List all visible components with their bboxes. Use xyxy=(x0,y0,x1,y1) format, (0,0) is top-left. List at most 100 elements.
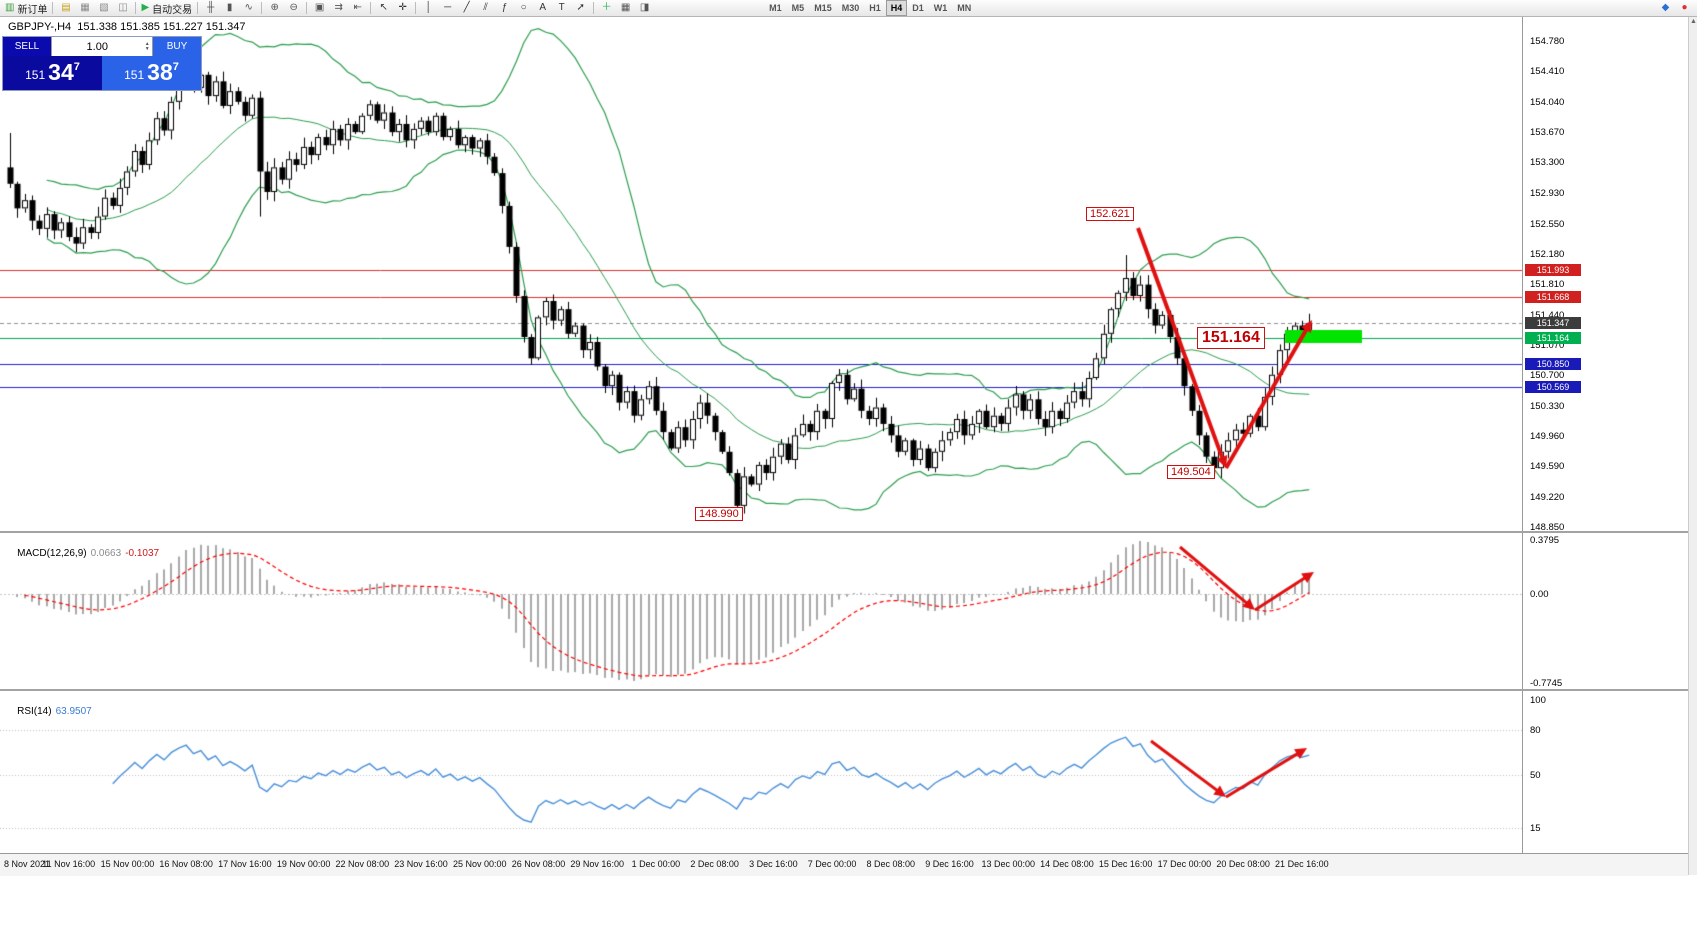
panel-separator[interactable] xyxy=(0,531,1688,533)
channel-button[interactable]: ⫽ xyxy=(476,1,495,16)
main-chart-canvas[interactable] xyxy=(0,17,1522,531)
periods-button[interactable]: ▦ xyxy=(616,1,635,16)
time-axis-label: 11 Nov 16:00 xyxy=(42,859,96,869)
navigator-button[interactable]: ◫ xyxy=(113,1,132,16)
tf-button-m5[interactable]: M5 xyxy=(791,3,805,13)
profiles-button[interactable]: ▦ xyxy=(75,1,94,16)
auto-scroll-button[interactable]: ⇉ xyxy=(329,1,348,16)
price-axis-label: 154.040 xyxy=(1530,96,1565,108)
tf-button-w1[interactable]: W1 xyxy=(933,3,948,13)
rsi-panel-canvas[interactable] xyxy=(0,691,1522,853)
charts-button[interactable]: ▤ xyxy=(56,1,75,16)
time-axis-label: 15 Nov 00:00 xyxy=(100,859,155,869)
sell-price-prefix: 151 xyxy=(25,68,46,82)
spin-down-icon[interactable]: ▼ xyxy=(144,45,150,52)
price-axis-label: 151.810 xyxy=(1530,279,1565,291)
sell-button[interactable]: SELL xyxy=(3,37,51,56)
time-axis[interactable]: 8 Nov 2021 11 Nov 16:00 15 Nov 00:00 16 Nov… xyxy=(0,853,1688,876)
tf-button-m15[interactable]: M15 xyxy=(814,3,832,13)
autotrade-button[interactable]: ▶ 自动交易 xyxy=(139,1,194,16)
label-button[interactable]: T xyxy=(552,1,571,16)
crosshair-button[interactable]: ✛ xyxy=(393,1,412,16)
buy-price-display[interactable]: 151 38 7 xyxy=(102,56,201,90)
vertical-line-button[interactable]: │ xyxy=(419,1,438,16)
price-axis-label: 154.410 xyxy=(1530,66,1565,78)
time-axis-label: 17 Nov 16:00 xyxy=(218,859,272,869)
market-watch-button[interactable]: ▧ xyxy=(94,1,113,16)
time-axis-label: 16 Nov 08:00 xyxy=(159,859,213,869)
vertical-line-icon: │ xyxy=(425,2,432,13)
volume-input[interactable] xyxy=(52,39,143,54)
tf-button-mn[interactable]: MN xyxy=(957,3,972,13)
price-axis[interactable]: 154.780 154.410 154.040 153.670 153.300 152.9… xyxy=(1522,17,1689,853)
tf-button-h1[interactable]: H1 xyxy=(869,3,881,13)
toolbar-separator xyxy=(370,2,372,14)
time-axis-label: 23 Nov 16:00 xyxy=(394,859,448,869)
trendline-button[interactable]: ╱ xyxy=(457,1,476,16)
fibonacci-button[interactable]: ƒ xyxy=(495,1,514,16)
charts-icon: ▤ xyxy=(61,2,71,13)
horizontal-line-button[interactable]: ─ xyxy=(438,1,457,16)
tile-windows-button[interactable]: ▣ xyxy=(310,1,329,16)
macd-title: MACD(12,26,9) xyxy=(17,548,87,559)
macd-main-value: 0.0663 xyxy=(90,548,122,559)
tf-button-m30[interactable]: M30 xyxy=(841,3,860,13)
price-annotation-label: 152.621 xyxy=(1086,207,1134,221)
time-axis-label: 14 Dec 08:00 xyxy=(1040,859,1094,869)
price-level-tag: 150.850 xyxy=(1525,358,1581,371)
templates-button[interactable]: ◨ xyxy=(635,1,654,16)
price-annotation-label: 151.164 xyxy=(1197,327,1265,349)
zoom-in-button[interactable]: ⊕ xyxy=(265,1,284,16)
autotrade-button-label: 自动交易 xyxy=(152,4,193,16)
cursor-icon: ↖ xyxy=(379,2,388,13)
arrow-tool-icon: ➚ xyxy=(576,2,585,13)
metaquotes-button[interactable]: ◆ xyxy=(1656,1,1675,16)
periods-icon: ▦ xyxy=(620,2,631,13)
time-axis-label: 20 Dec 08:00 xyxy=(1216,859,1270,869)
market-watch-icon: ▧ xyxy=(99,2,109,13)
horizontal-line-icon: ─ xyxy=(444,2,452,13)
scroll-up-icon[interactable]: ▲ xyxy=(1690,18,1697,25)
volume-spinner[interactable]: ▲ ▼ xyxy=(142,41,152,52)
sell-price-display[interactable]: 151 34 7 xyxy=(3,56,102,90)
cursor-button[interactable]: ↖ xyxy=(374,1,393,16)
time-axis-label: 3 Dec 16:00 xyxy=(749,859,798,869)
bar-chart-icon: ╫ xyxy=(207,2,215,13)
new-order-button[interactable]: ▥ 新订单 xyxy=(3,1,49,16)
news-alert-icon[interactable]: ● xyxy=(1675,1,1694,16)
macd-panel-canvas[interactable] xyxy=(0,533,1522,689)
macd-signal-value: -0.1037 xyxy=(125,548,160,559)
rsi-value: 63.9507 xyxy=(55,706,92,717)
rsi-axis-label: 50 xyxy=(1530,770,1541,781)
zoom-in-icon: ⊕ xyxy=(270,2,279,13)
fibonacci-icon: ƒ xyxy=(501,2,508,13)
shapes-button[interactable]: ○ xyxy=(514,1,533,16)
time-axis-label: 1 Dec 00:00 xyxy=(631,859,681,869)
panel-separator[interactable] xyxy=(0,689,1688,691)
buy-button[interactable]: BUY xyxy=(153,37,201,56)
tf-button-d1[interactable]: D1 xyxy=(912,3,924,13)
arrow-tool-button[interactable]: ➚ xyxy=(571,1,590,16)
zoom-out-button[interactable]: ⊖ xyxy=(284,1,303,16)
line-chart-button[interactable]: ∿ xyxy=(239,1,258,16)
news-alert-icon-icon: ● xyxy=(1681,2,1688,13)
chart-shift-button[interactable]: ⇤ xyxy=(348,1,367,16)
bar-chart-button[interactable]: ╫ xyxy=(201,1,220,16)
text-button[interactable]: A xyxy=(533,1,552,16)
autotrade-icon: ▶ xyxy=(141,2,150,13)
trendline-icon: ╱ xyxy=(463,2,470,13)
tf-button-m1[interactable]: M1 xyxy=(769,3,782,13)
tf-button-h4[interactable]: H4 xyxy=(885,0,908,16)
price-level-tag: 151.164 xyxy=(1525,332,1581,345)
time-axis-label: 15 Dec 16:00 xyxy=(1098,859,1153,869)
vertical-scrollbar[interactable]: ▲ xyxy=(1688,17,1697,875)
channel-icon: ⫽ xyxy=(483,2,488,13)
main-toolbar: ▥ 新订单 ▤ ▦ ▧ ◫ ▶ 自动交易 ╫ ▮ ∿ ⊕ ⊖ ▣ ⇉ ⇤ ↖ ✛ │ ─ ╱ ⫽ ƒ ○ A T ➚ ＋ ▦ ◨ M1 M5 M… xyxy=(0,0,1697,17)
buy-price-main: 38 xyxy=(147,59,173,85)
chart-symbol-header: GBPJPY-,H4 151.338 151.385 151.227 151.3… xyxy=(8,21,246,33)
candle-chart-button[interactable]: ▮ xyxy=(220,1,239,16)
price-axis-label: 150.700 xyxy=(1530,370,1565,382)
price-axis-label: 154.780 xyxy=(1530,36,1565,47)
toolbar-separator xyxy=(261,2,263,14)
indicators-button[interactable]: ＋ xyxy=(597,1,616,16)
